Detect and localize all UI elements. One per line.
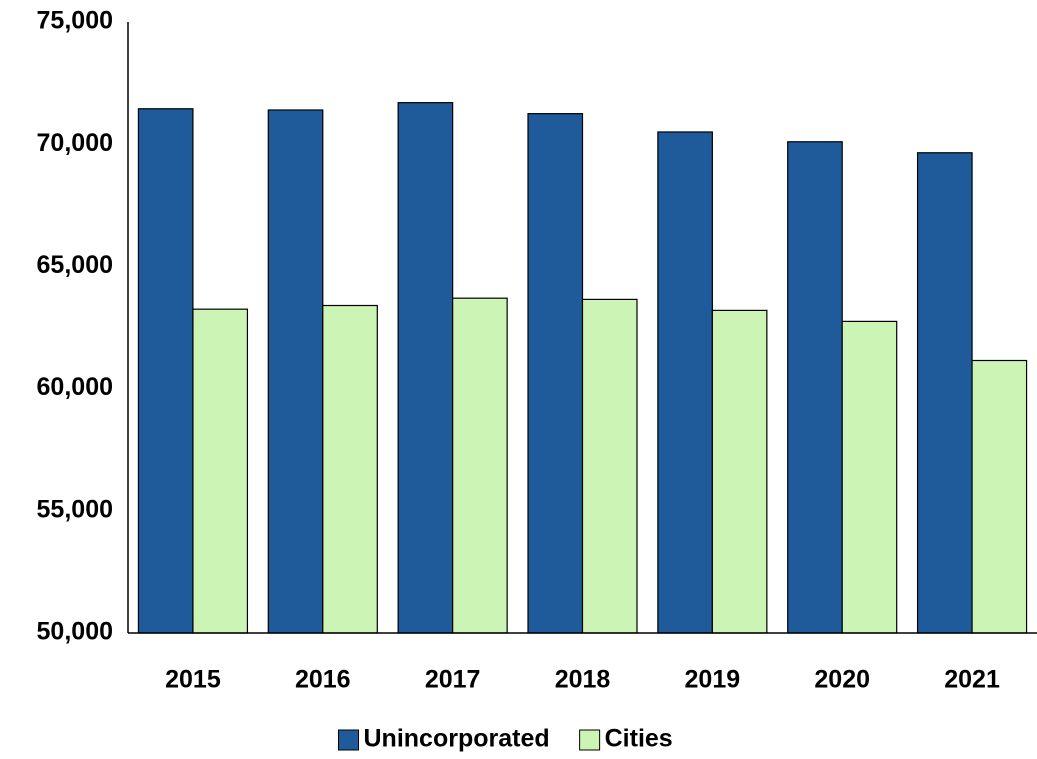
- bar: [322, 304, 378, 634]
- bar: [527, 113, 584, 634]
- x-tick-label: 2017: [425, 666, 481, 694]
- y-tick-label: 50,000: [37, 618, 113, 646]
- legend-swatch: [579, 729, 601, 751]
- x-tick-label: 2020: [814, 666, 870, 694]
- y-tick-label: 75,000: [37, 7, 113, 35]
- bar: [137, 108, 194, 634]
- bar: [192, 308, 249, 634]
- legend-label: Unincorporated: [364, 725, 550, 753]
- bar: [397, 102, 454, 634]
- bar: [971, 359, 1028, 634]
- bar: [452, 297, 508, 634]
- bar: [711, 309, 768, 634]
- bar: [916, 152, 973, 634]
- bar: [267, 109, 324, 634]
- x-tick-label: 2019: [685, 666, 741, 694]
- y-tick-label: 65,000: [37, 251, 113, 279]
- legend-label: Cities: [605, 725, 673, 753]
- x-tick-label: 2015: [165, 666, 221, 694]
- x-tick-label: 2018: [555, 666, 611, 694]
- bar: [581, 298, 638, 634]
- bar: [787, 141, 843, 634]
- bar: [841, 320, 898, 634]
- legend-swatch: [338, 729, 359, 751]
- x-tick-label: 2021: [944, 666, 1000, 694]
- y-tick-label: 70,000: [37, 129, 113, 157]
- bar: [657, 131, 713, 634]
- y-tick-label: 55,000: [37, 495, 113, 523]
- y-tick-label: 60,000: [37, 373, 113, 401]
- x-tick-label: 2016: [295, 666, 351, 694]
